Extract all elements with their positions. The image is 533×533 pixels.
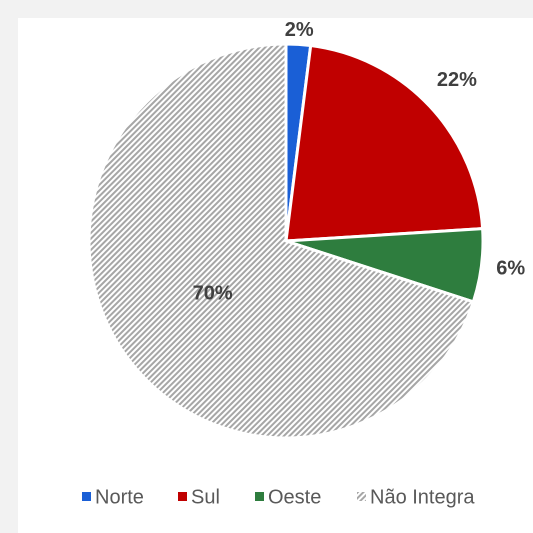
pie-slice	[284, 43, 485, 243]
legend-label: Sul	[191, 486, 220, 508]
legend-label: Oeste	[268, 486, 321, 508]
legend-swatch	[82, 492, 91, 501]
data-label: 6%	[496, 258, 525, 280]
legend-label: Não Integra	[370, 486, 475, 508]
legend-swatch	[357, 492, 366, 501]
data-label: 70%	[193, 283, 233, 305]
pie-slice	[87, 42, 476, 440]
legend-label: Norte	[95, 486, 144, 508]
legend-swatch	[255, 492, 264, 501]
legend-swatch	[178, 492, 187, 501]
data-label: 22%	[437, 69, 477, 91]
data-label: 2%	[285, 19, 314, 41]
